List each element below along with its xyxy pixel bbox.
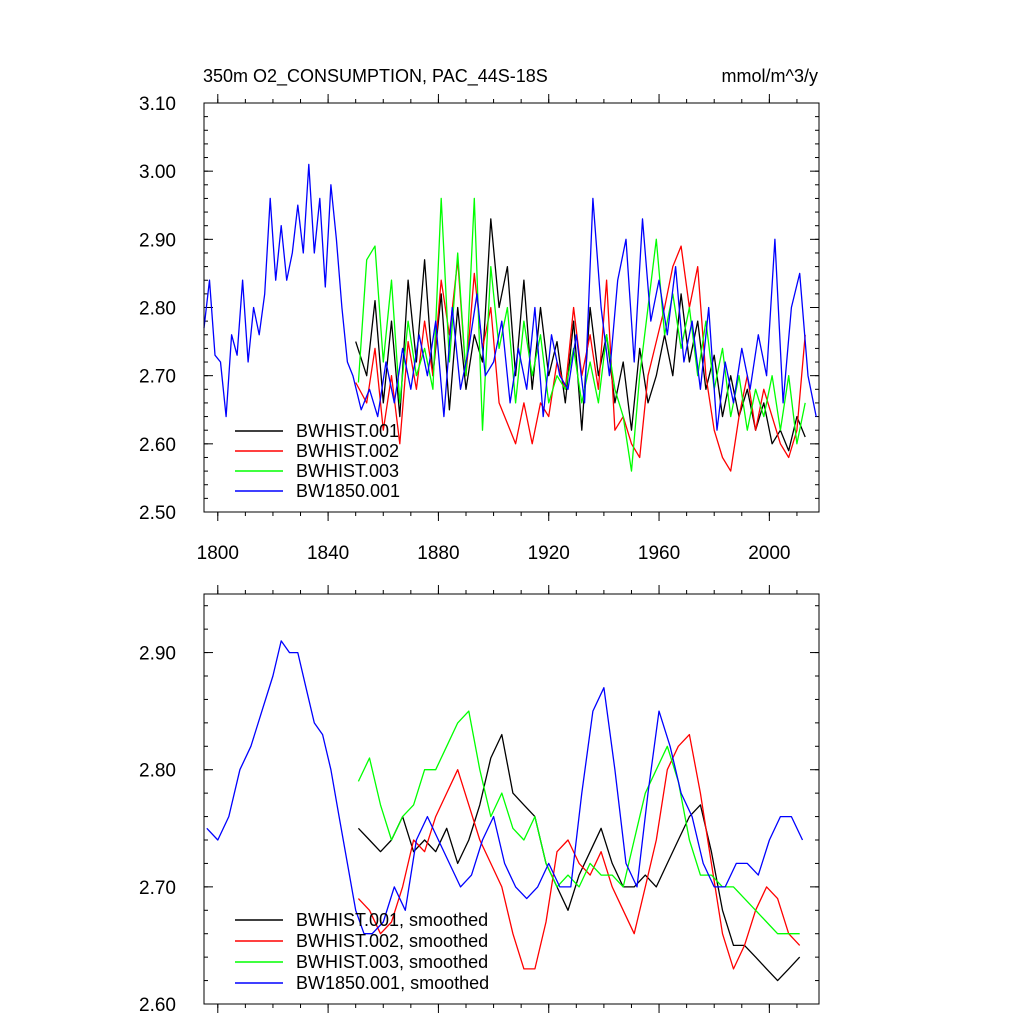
top-ytick-label: 2.90 (139, 230, 176, 251)
bottom-panel: 2.602.702.802.90 BWHIST.001, smoothedBWH… (139, 585, 820, 1016)
bottom-ytick-label: 2.60 (139, 995, 176, 1016)
top-xtick-label: 1800 (197, 543, 239, 564)
bottom-ytick-label: 2.90 (139, 644, 176, 665)
top-legend-label: BWHIST.003 (296, 461, 399, 481)
bottom-ytick-label: 2.70 (139, 878, 176, 899)
bottom-series-bw1850-001-smoothed (206, 640, 804, 935)
top-ytick-label: 2.80 (139, 299, 176, 320)
top-xtick-label: 2000 (748, 543, 790, 564)
top-xtick-label: 1920 (528, 543, 570, 564)
top-series-bwhist-003 (357, 197, 806, 472)
top-ytick-label: 2.60 (139, 435, 176, 456)
bottom-legend-label: BWHIST.002, smoothed (296, 931, 488, 951)
top-chart-units: mmol/m^3/y (722, 66, 818, 86)
top-legend-label: BW1850.001 (296, 481, 400, 501)
top-chart-title: 350m O2_CONSUMPTION, PAC_44S-18S (203, 66, 548, 87)
bottom-legend-label: BWHIST.003, smoothed (296, 952, 488, 972)
bottom-legend-label: BWHIST.001, smoothed (296, 910, 488, 930)
bottom-series-bwhist-001-smoothed (357, 733, 801, 982)
bottom-ytick-label: 2.80 (139, 761, 176, 782)
top-plot-frame (203, 102, 820, 513)
top-legend-label: BWHIST.001 (296, 421, 399, 441)
top-series-group (203, 163, 817, 472)
bottom-series-bwhist-003-smoothed (357, 710, 800, 935)
bottom-plot-frame (203, 593, 820, 1005)
top-xtick-label: 1960 (638, 543, 680, 564)
top-panel: 2.50 2.60 2.70 2.80 2.90 3.00 3.10 1800 1840 1880… (139, 66, 820, 564)
bottom-legend-label: BW1850.001, smoothed (296, 973, 489, 993)
top-xtick-label: 1840 (307, 543, 349, 564)
top-series-bw1850-001 (203, 163, 817, 431)
top-ytick-label: 3.00 (139, 162, 176, 183)
bottom-series-group (206, 640, 804, 982)
top-ytick-label: 3.10 (139, 94, 176, 115)
top-ytick-label: 2.50 (139, 503, 176, 524)
top-ytick-label: 2.70 (139, 367, 176, 388)
bottom-series-bwhist-002-smoothed (357, 733, 801, 970)
top-xtick-label: 1880 (417, 543, 459, 564)
top-grid-ticks: 2.50 2.60 2.70 2.80 2.90 3.00 3.10 1800 1840 1880… (139, 94, 819, 564)
top-legend-label: BWHIST.002 (296, 441, 399, 461)
